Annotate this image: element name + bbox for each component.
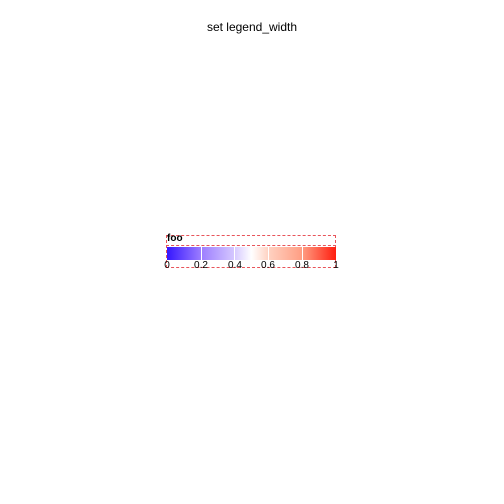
legend-tick-mark [268,247,269,260]
legend-tick-mark [201,247,202,260]
legend-tick-label: 0.6 [261,260,275,271]
legend-tick-label: 0.4 [228,260,242,271]
legend-tick-mark [302,247,303,260]
legend-tick-label: 0 [164,260,170,271]
legend-tick-mark [234,247,235,260]
legend-tick-label: 0.2 [194,260,208,271]
plot-title: set legend_width [206,20,298,34]
legend-color-bar [167,247,336,260]
legend-tick-label: 1 [333,260,339,271]
legend-title: foo [167,233,183,244]
legend-tick-label: 0.8 [295,260,309,271]
legend-title-guide [166,245,336,246]
